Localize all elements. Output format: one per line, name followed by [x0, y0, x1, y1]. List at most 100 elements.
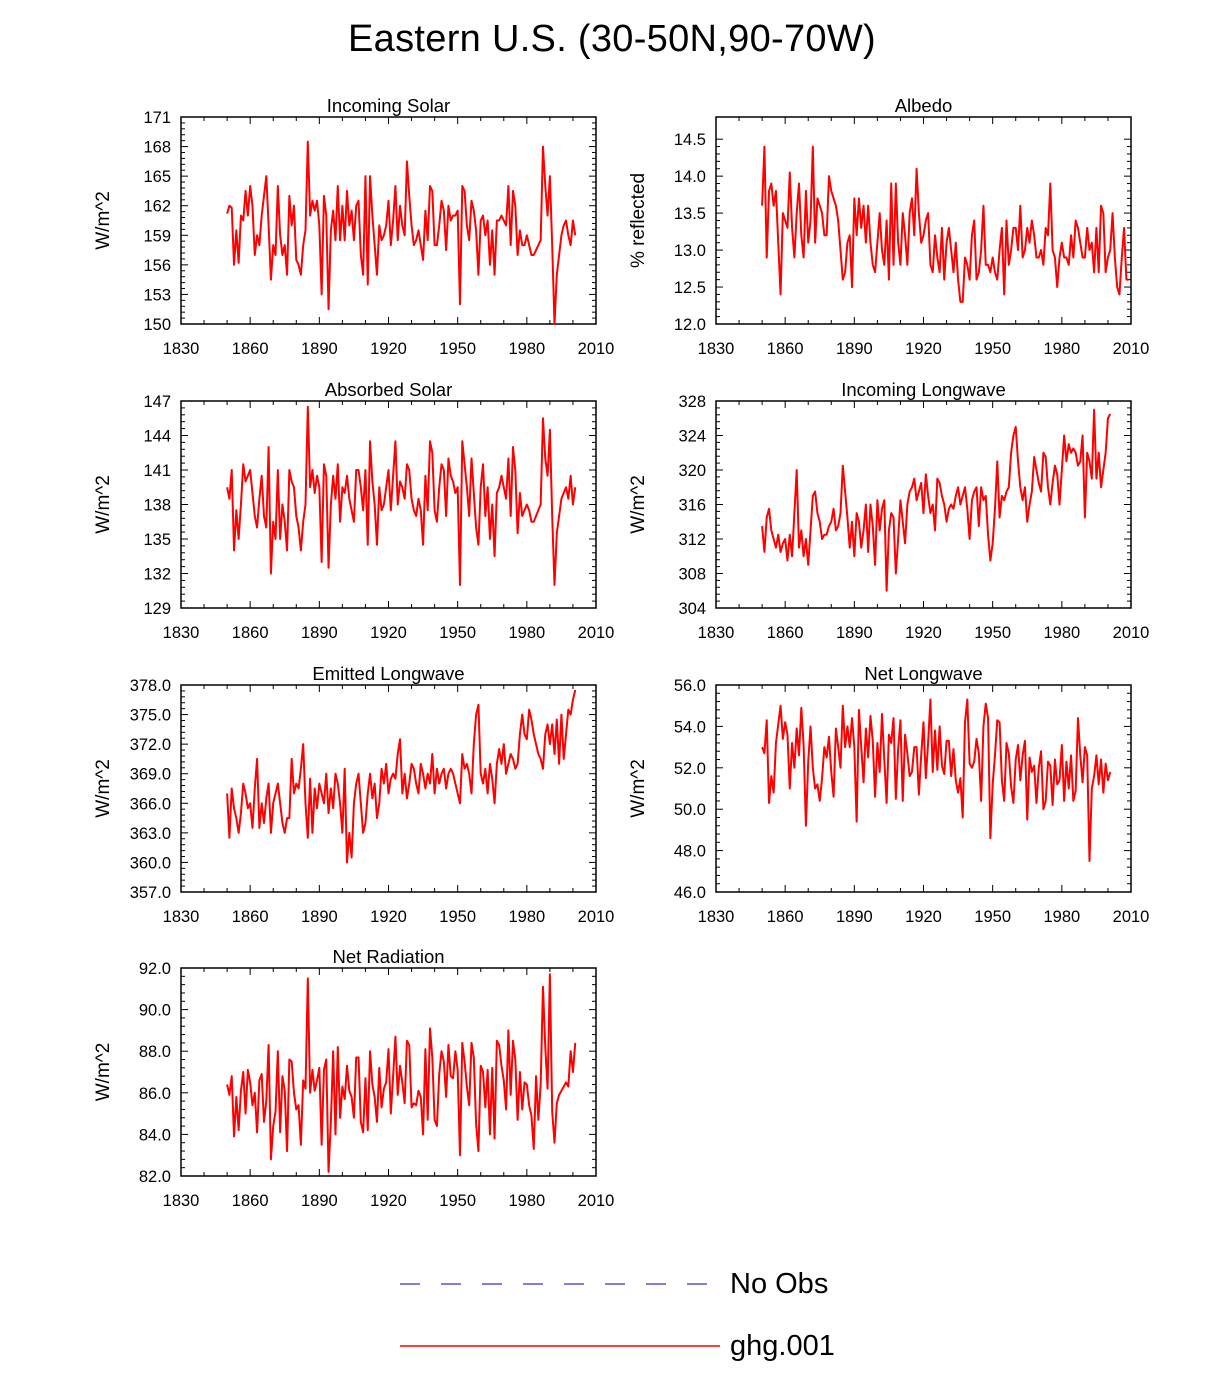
x-tick-label: 1890: [301, 1192, 338, 1210]
x-tick-label: 2010: [1113, 624, 1150, 642]
x-tick-label: 1830: [698, 340, 735, 358]
x-tick-label: 1950: [439, 624, 476, 642]
legend-label-model: ghg.001: [730, 1329, 835, 1362]
x-tick-label: 1950: [974, 340, 1011, 358]
legend-swatch-solid: [400, 1345, 720, 1347]
y-tick-label: 52.0: [674, 760, 706, 778]
x-tick-label: 1920: [370, 340, 407, 358]
x-tick-label: 1950: [439, 340, 476, 358]
y-tick-label: 88.0: [139, 1043, 171, 1061]
x-tick-label: 1860: [767, 908, 804, 926]
y-tick-label: 135: [143, 531, 171, 549]
panel-net-radiation-ylabel: W/m^2: [93, 1043, 114, 1102]
y-tick-label: 165: [143, 168, 171, 186]
x-tick-label: 1890: [836, 340, 873, 358]
y-tick-label: 54.0: [674, 718, 706, 736]
y-tick-label: 156: [143, 257, 171, 275]
x-tick-label: 1830: [163, 340, 200, 358]
panel-emitted-longwave: 1830 1860 1890 1920 1950 1980 2010 357.0 360.0 36…: [93, 663, 614, 926]
x-tick-label: 1980: [508, 908, 545, 926]
panel-absorbed-solar-series-ghg-001: [226, 405, 577, 586]
x-tick-label: 1950: [974, 624, 1011, 642]
x-tick-label: 1980: [508, 624, 545, 642]
y-tick-label: 153: [143, 286, 171, 304]
x-tick-label: 1950: [439, 1192, 476, 1210]
y-tick-label: 144: [143, 428, 171, 446]
x-tick-label: 1980: [1043, 340, 1080, 358]
panel-net-longwave-title: Net Longwave: [864, 663, 982, 684]
panel-incoming-longwave-series-ghg-001: [761, 408, 1112, 592]
x-tick-label: 1920: [905, 908, 942, 926]
x-tick-label: 1860: [232, 908, 269, 926]
y-tick-label: 56.0: [674, 677, 706, 695]
panel-net-radiation-series-ghg-001: [226, 973, 577, 1173]
y-tick-label: 312: [678, 531, 706, 549]
y-tick-label: 304: [678, 600, 706, 618]
y-tick-label: 324: [678, 428, 706, 446]
x-tick-label: 1920: [370, 624, 407, 642]
y-tick-label: 12.5: [674, 279, 706, 297]
y-tick-label: 129: [143, 600, 171, 618]
x-tick-label: 1890: [301, 624, 338, 642]
panel-net-radiation-title: Net Radiation: [332, 946, 444, 967]
x-tick-label: 1890: [301, 340, 338, 358]
figure-title: Eastern U.S. (30-50N,90-70W): [348, 18, 876, 60]
x-tick-label: 1890: [301, 908, 338, 926]
x-tick-label: 1890: [836, 624, 873, 642]
x-tick-label: 1860: [767, 624, 804, 642]
x-tick-label: 1920: [905, 624, 942, 642]
panel-absorbed-solar-title: Absorbed Solar: [325, 379, 453, 400]
y-tick-label: 92.0: [139, 960, 171, 978]
y-tick-label: 372.0: [130, 736, 171, 754]
x-tick-label: 2010: [578, 1192, 615, 1210]
panel-net-longwave: 1830 1860 1890 1920 1950 1980 2010 46.0 48.0 50.0…: [628, 663, 1149, 926]
panel-incoming-solar-ylabel: W/m^2: [93, 191, 114, 250]
x-tick-label: 1860: [232, 340, 269, 358]
panel-albedo-ylabel: % reflected: [628, 173, 649, 268]
x-tick-label: 1920: [370, 908, 407, 926]
x-tick-label: 1860: [232, 1192, 269, 1210]
x-tick-label: 1860: [767, 340, 804, 358]
x-tick-label: 1920: [370, 1192, 407, 1210]
x-tick-label: 1980: [1043, 624, 1080, 642]
panel-emitted-longwave-ylabel: W/m^2: [93, 759, 114, 818]
legend-entry-obs: No Obs: [400, 1264, 828, 1304]
panel-net-longwave-series-ghg-001: [761, 698, 1112, 862]
panel-net-longwave-ylabel: W/m^2: [628, 759, 649, 818]
y-tick-label: 46.0: [674, 884, 706, 902]
y-tick-label: 13.0: [674, 242, 706, 260]
legend-swatch-dashed: [400, 1283, 712, 1285]
y-tick-label: 363.0: [130, 825, 171, 843]
panel-incoming-longwave-title: Incoming Longwave: [841, 379, 1006, 400]
panel-absorbed-solar: 1830 1860 1890 1920 1950 1980 2010 129 132 135 138…: [93, 379, 614, 642]
y-tick-label: 360.0: [130, 854, 171, 872]
x-tick-label: 2010: [1113, 908, 1150, 926]
x-tick-label: 1830: [163, 624, 200, 642]
x-tick-label: 1830: [698, 624, 735, 642]
x-tick-label: 1830: [163, 908, 200, 926]
legend-entry-model: ghg.001: [400, 1326, 835, 1366]
y-tick-label: 14.0: [674, 168, 706, 186]
y-tick-label: 308: [678, 566, 706, 584]
x-tick-label: 1890: [836, 908, 873, 926]
y-tick-label: 13.5: [674, 205, 706, 223]
y-tick-label: 171: [143, 109, 171, 127]
x-tick-label: 2010: [578, 624, 615, 642]
panel-absorbed-solar-frame: [180, 400, 597, 609]
y-tick-label: 159: [143, 227, 171, 245]
x-tick-label: 2010: [578, 340, 615, 358]
y-tick-label: 86.0: [139, 1085, 171, 1103]
y-tick-label: 378.0: [130, 677, 171, 695]
y-tick-label: 357.0: [130, 884, 171, 902]
x-tick-label: 2010: [1113, 340, 1150, 358]
panel-emitted-longwave-series-ghg-001: [226, 689, 577, 864]
y-tick-label: 320: [678, 462, 706, 480]
x-tick-label: 1830: [163, 1192, 200, 1210]
x-tick-label: 1920: [905, 340, 942, 358]
y-tick-label: 162: [143, 198, 171, 216]
y-tick-label: 48.0: [674, 843, 706, 861]
panel-albedo: 1830 1860 1890 1920 1950 1980 2010 12.0 12.5 13.0…: [628, 95, 1149, 358]
y-tick-label: 375.0: [130, 707, 171, 725]
panel-emitted-longwave-title: Emitted Longwave: [312, 663, 464, 684]
